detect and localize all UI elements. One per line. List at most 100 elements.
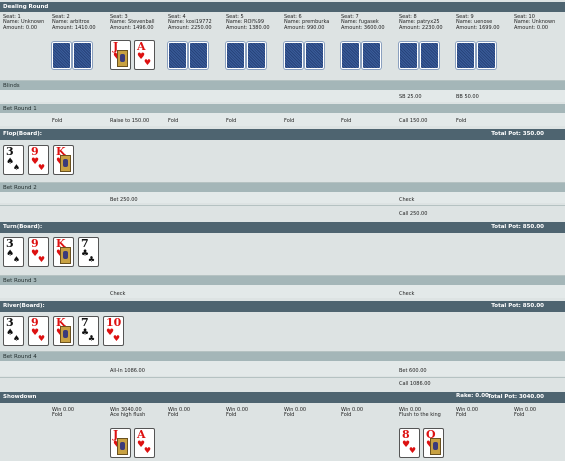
board-card: K♥	[53, 316, 74, 346]
card-back	[420, 42, 439, 69]
card-pip: ♣	[87, 334, 95, 343]
seat-5-info: Seat: 5 Name: ROI%99 Amount: 1380.00	[226, 14, 282, 31]
seat-9-seat: Seat: 9	[456, 14, 474, 20]
seat-6-info: Seat: 6 Name: premburka Amount: 990.00	[284, 14, 340, 31]
card-pip: ♥	[37, 255, 45, 264]
bet-round-2-title: Bet Round 2	[3, 185, 37, 191]
showdown-seat-7-res: Fold	[341, 412, 352, 418]
seat-6-seat: Seat: 6	[284, 14, 302, 20]
seat-2-seat: Seat: 2	[52, 14, 70, 20]
turn-total-pot: Total Pot: 850.00	[491, 224, 544, 230]
card-suit: ♣	[81, 328, 90, 338]
bet2-seat8-call: Call 250.00	[399, 211, 428, 217]
seat-7-amount: Amount: 3600.00	[341, 24, 385, 31]
bet-round-4-header: Bet Round 4	[0, 352, 565, 361]
seat-8-amount: Amount: 2230.00	[399, 24, 443, 31]
showdown-seat-10-res: Fold	[514, 412, 525, 418]
card-rank: 3	[6, 316, 14, 329]
card-rank: A	[137, 40, 146, 53]
seat-3-info: Seat: 3 Name: Stevenball Amount: 1496.00	[110, 14, 166, 31]
seat-5-amount: Amount: 1380.00	[226, 24, 270, 31]
card-suit: ♥	[31, 157, 40, 167]
board-card: 3 ♠ ♠	[3, 237, 24, 267]
board-card: 7 ♣ ♣	[78, 237, 99, 267]
bet3-seat3: Check	[110, 291, 126, 297]
seat-2-name: Name: arbitrox	[52, 19, 90, 26]
showdown-seat-5-res: Fold	[226, 412, 237, 418]
board-card: K♥	[53, 145, 74, 175]
card-rank: K	[56, 145, 66, 158]
card-rank: 9	[31, 145, 39, 158]
card-suit: ♠	[6, 328, 15, 338]
bet-round-3-title: Bet Round 3	[3, 278, 37, 284]
seat-3-name: Name: Stevenball	[110, 19, 155, 26]
seat-1-amount: Amount: 0.00	[3, 24, 38, 31]
seat-10-amount: Amount: 0.00	[514, 24, 549, 31]
face-card-picture	[60, 155, 71, 172]
face-card-picture	[60, 247, 71, 264]
rake: Rake: 0.00	[456, 393, 489, 399]
seat-1-info: Seat: 1 Name: Unknown Amount: 0.00	[3, 14, 59, 31]
seat-10-name: Name: Unknown	[514, 19, 556, 26]
seat-10-seat: Seat: 10	[514, 14, 535, 20]
card-back	[226, 42, 245, 69]
bet1-seat9: Fold	[456, 118, 467, 124]
card-rank: J	[113, 40, 119, 53]
seat-2-amount: Amount: 1410.00	[52, 24, 96, 31]
seat-3-amount: Amount: 1496.00	[110, 24, 154, 31]
bet1-seat6: Fold	[284, 118, 295, 124]
showdown-seat-3-win: Win 3040.00	[110, 407, 142, 413]
card-rank: J	[113, 428, 119, 441]
card-suit: ♥	[402, 440, 411, 450]
bet1-seat2: Fold	[52, 118, 63, 124]
bet-round-2-header: Bet Round 2	[0, 183, 565, 192]
card-rank: 7	[81, 316, 89, 329]
board-card: 9 ♥ ♥	[28, 145, 49, 175]
river-title: River(Board):	[3, 303, 45, 309]
bet-round-1-row	[0, 113, 565, 126]
showdown-card-seat-3: A ♥ ♥	[134, 428, 155, 458]
showdown-header: Showdown Rake: 0.00 Total Pot: 3040.00	[0, 392, 565, 403]
showdown-seat-9-win: Win 0.00	[456, 407, 479, 413]
flop-title: Flop(Board):	[3, 131, 42, 137]
card-pip: ♠	[12, 334, 20, 343]
blinds-header: Blinds	[0, 81, 565, 90]
showdown-seat-8-win: Win 0.00	[399, 407, 422, 413]
card-rank: 8	[402, 428, 410, 441]
card-rank: 9	[31, 316, 39, 329]
card-back	[189, 42, 208, 69]
river-header: River(Board): Total Pot: 850.00	[0, 301, 565, 312]
card-back	[341, 42, 360, 69]
card-back	[247, 42, 266, 69]
showdown-seat-2-res: Fold	[52, 412, 63, 418]
card-back	[168, 42, 187, 69]
seat-4-seat: Seat: 4	[168, 14, 186, 20]
seat-6-amount: Amount: 990.00	[284, 24, 325, 31]
bet1-seat7: Fold	[341, 118, 352, 124]
dealing-round-header: Dealing Round	[0, 2, 565, 12]
turn-title: Turn(Board):	[3, 224, 43, 230]
card-pip: ♠	[12, 255, 20, 264]
board-card: 3 ♠ ♠	[3, 316, 24, 346]
card-rank: 10	[106, 316, 122, 329]
bet4-seat8-call: Call 1086.00	[399, 381, 431, 387]
card-rank: 7	[81, 237, 89, 250]
card-back	[305, 42, 324, 69]
showdown-seat-4-win: Win 0.00	[168, 407, 191, 413]
showdown-seat-9-res: Fold	[456, 412, 467, 418]
showdown-seat-6-res: Fold	[284, 412, 295, 418]
face-card-picture	[117, 438, 128, 455]
bet-round-4-row-1	[0, 361, 565, 376]
flop-total-pot: Total Pot: 350.00	[491, 131, 544, 137]
seat-9-info: Seat: 9 Name: uenose Amount: 1699.00	[456, 14, 512, 31]
seat-7-info: Seat: 7 Name: fugasek Amount: 3600.00	[341, 14, 397, 31]
bet1-seat5: Fold	[226, 118, 237, 124]
seat-9-amount: Amount: 1699.00	[456, 24, 500, 31]
board-card: K♥	[53, 237, 74, 267]
bet-round-2-row-1	[0, 192, 565, 203]
card-rank: A	[137, 428, 146, 441]
card-rank: 3	[6, 237, 14, 250]
bet3-seat8: Check	[399, 291, 415, 297]
bet4-seat3: All-In 1086.00	[110, 368, 145, 374]
board-card: 7 ♣ ♣	[78, 316, 99, 346]
